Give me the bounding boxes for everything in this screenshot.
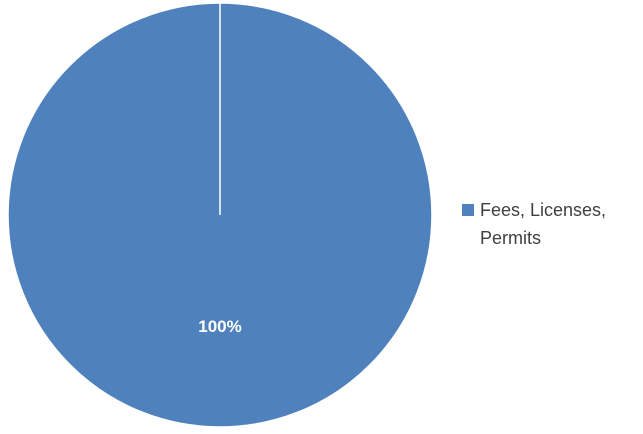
pie-slices — [7, 2, 433, 428]
pie-data-label: 100% — [198, 317, 241, 336]
legend: Fees, Licenses, Permits — [462, 196, 643, 252]
legend-swatch — [462, 204, 474, 216]
pie-data-labels: 100% — [198, 317, 241, 336]
legend-item: Fees, Licenses, Permits — [462, 196, 643, 252]
legend-label: Fees, Licenses, Permits — [480, 200, 607, 248]
